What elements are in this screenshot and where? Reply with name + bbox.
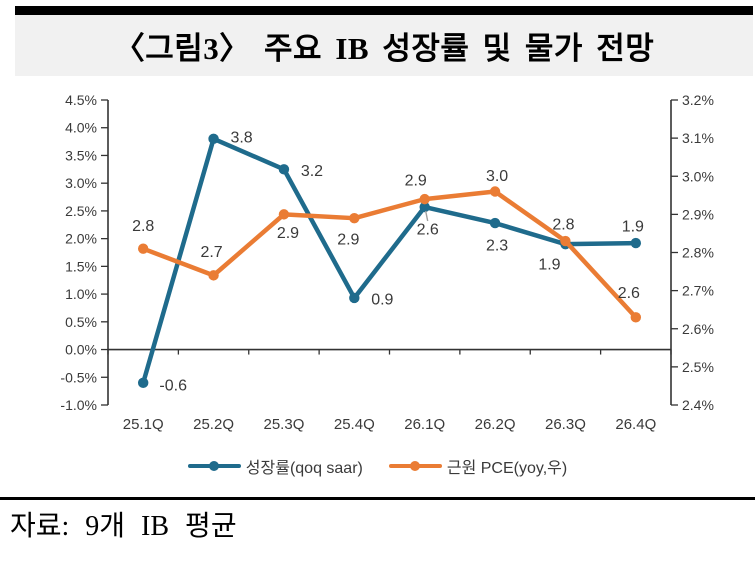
legend: 성장률(qoq saar) 근원 PCE(yoy,우) xyxy=(0,454,755,478)
source-divider-rule xyxy=(0,497,755,500)
left-axis-tick-label: 2.5% xyxy=(65,203,97,219)
x-axis-category-label: 25.4Q xyxy=(334,416,375,433)
title-band: 〈그림3〉 주요 IB 성장률 및 물가 전망 xyxy=(15,15,753,76)
data-label: 3.8 xyxy=(230,129,252,146)
title-top-rule xyxy=(15,6,753,15)
right-axis-tick-label: 3.0% xyxy=(682,168,714,184)
left-axis-tick-label: -0.5% xyxy=(60,369,97,385)
series-line xyxy=(140,189,639,320)
x-axis-category-label: 26.4Q xyxy=(615,416,656,433)
legend-item-growth: 성장률(qoq saar) xyxy=(187,454,363,478)
label-leader-line xyxy=(425,210,429,222)
x-axis-category-label: 25.3Q xyxy=(264,416,305,433)
data-label: 2.9 xyxy=(277,225,299,242)
data-label: 2.6 xyxy=(417,222,439,239)
x-axis-category-label: 25.2Q xyxy=(193,416,234,433)
data-point-marker xyxy=(560,235,571,247)
data-label: 3.0 xyxy=(486,168,508,185)
right-axis-tick-label: 3.1% xyxy=(682,130,714,146)
series-line xyxy=(140,136,639,386)
pce-dot-icon xyxy=(410,461,421,471)
growth-series: -0.6 3.8 3.2 0.9 2.6 2.3 1.9 1.9 xyxy=(137,129,644,394)
data-label: 2.6 xyxy=(618,285,640,302)
left-axis-tick-label: 3.0% xyxy=(65,175,97,191)
left-axis-tick-label: 4.5% xyxy=(65,92,97,108)
left-axis: 4.5% 4.0% 3.5% 3.0% 2.5% 2.0% 1.5% 1.0% 0.5% 0.0%… xyxy=(60,92,109,413)
data-label: 2.9 xyxy=(405,173,427,190)
data-label: -0.6 xyxy=(159,377,187,394)
x-axis-category-label: 26.3Q xyxy=(545,416,586,433)
right-axis-tick-label: 2.5% xyxy=(682,359,714,375)
left-axis-tick-label: 3.5% xyxy=(65,147,97,163)
pce-line-marker-icon xyxy=(388,461,442,471)
legend-label-growth: 성장률(qoq saar) xyxy=(245,460,363,477)
data-point-marker xyxy=(489,186,501,197)
growth-line-marker-icon xyxy=(187,461,241,471)
right-axis-tick-label: 2.4% xyxy=(682,397,714,413)
data-label: 2.3 xyxy=(486,238,508,255)
right-axis-tick-label: 2.6% xyxy=(682,321,714,337)
right-axis-tick-label: 2.7% xyxy=(682,283,714,299)
left-axis-tick-label: 0.0% xyxy=(65,342,97,358)
data-point-marker xyxy=(419,201,430,213)
data-label: 2.7 xyxy=(200,244,222,261)
category-axis: 25.1Q 25.2Q 25.3Q 25.4Q 26.1Q 26.2Q 26.3Q 26.4Q xyxy=(107,348,672,433)
x-axis-category-label: 26.1Q xyxy=(404,416,445,433)
right-axis-tick-label: 3.2% xyxy=(682,92,714,108)
right-axis-tick-label: 2.9% xyxy=(682,206,714,222)
right-axis-tick-label: 2.8% xyxy=(682,245,714,261)
data-label: 2.8 xyxy=(552,217,574,234)
data-point-marker xyxy=(278,209,290,220)
data-point-marker xyxy=(137,377,149,389)
left-axis-tick-label: 1.0% xyxy=(65,286,97,302)
data-point-marker xyxy=(419,193,430,205)
data-point-marker xyxy=(630,237,642,249)
source-note: 자료: 9개 IB 평균 xyxy=(10,511,237,542)
data-label: 0.9 xyxy=(371,291,393,308)
left-axis-tick-label: 0.5% xyxy=(65,314,97,330)
data-point-marker xyxy=(137,243,149,254)
legend-label-pce: 근원 PCE(yoy,우) xyxy=(446,460,568,477)
data-point-marker xyxy=(489,217,501,229)
data-label: 1.9 xyxy=(538,257,560,274)
data-label: 2.8 xyxy=(132,218,154,235)
data-point-marker xyxy=(278,164,290,175)
x-axis-category-label: 25.1Q xyxy=(123,416,164,433)
left-axis-tick-label: 2.0% xyxy=(65,231,97,247)
data-label: 1.9 xyxy=(622,219,644,236)
page-title: 〈그림3〉 주요 IB 성장률 및 물가 전망 xyxy=(113,31,655,66)
data-point-marker xyxy=(208,133,219,145)
data-label: 3.2 xyxy=(301,163,323,180)
x-axis-category-label: 26.2Q xyxy=(475,416,516,433)
pce-series: 2.8 2.7 2.9 2.9 2.9 3.0 2.8 2.6 xyxy=(132,168,642,323)
data-label: 2.9 xyxy=(337,232,359,249)
left-axis-tick-label: -1.0% xyxy=(60,397,97,413)
data-point-marker xyxy=(349,212,360,224)
right-axis: 3.2% 3.1% 3.0% 2.9% 2.8% 2.7% 2.6% 2.5% 2.4% xyxy=(670,92,714,413)
growth-dot-icon xyxy=(209,461,220,471)
left-axis-tick-label: 1.5% xyxy=(65,258,97,274)
data-point-marker xyxy=(630,312,642,323)
legend-item-pce: 근원 PCE(yoy,우) xyxy=(388,454,568,478)
data-point-marker xyxy=(208,270,219,281)
left-axis-tick-label: 4.0% xyxy=(65,120,97,136)
data-point-marker xyxy=(349,292,360,304)
